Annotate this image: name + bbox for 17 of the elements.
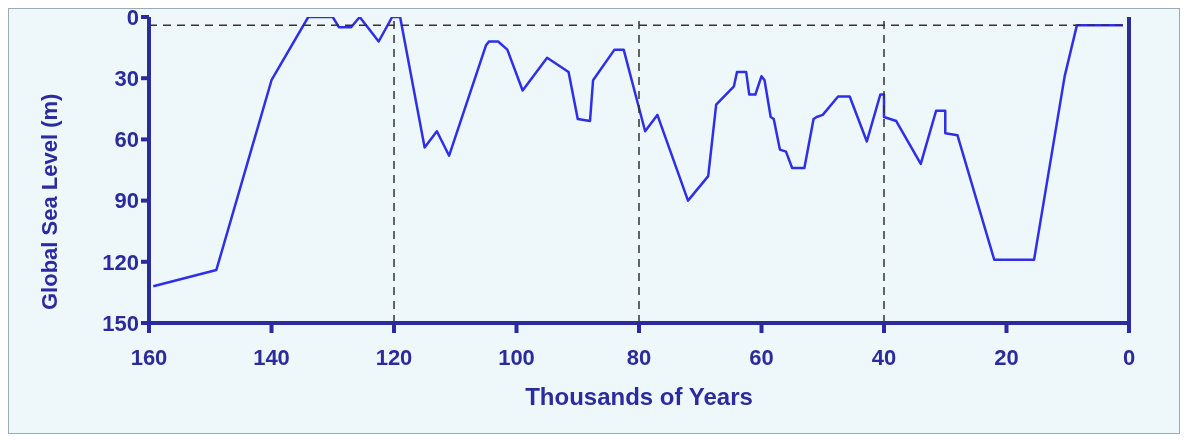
y-tick-label: 150 xyxy=(102,310,139,336)
x-tick-label: 100 xyxy=(498,344,535,370)
x-tick-label: 160 xyxy=(130,344,168,370)
x-tick-label: 120 xyxy=(375,344,413,370)
x-tick-label: 20 xyxy=(994,344,1019,370)
y-tick-label: 120 xyxy=(102,249,139,275)
x-tick-label: 140 xyxy=(253,344,290,370)
x-tick-label: 40 xyxy=(871,344,897,370)
x-tick-label: 80 xyxy=(626,344,652,370)
y-tick-label: 0 xyxy=(126,4,139,30)
y-tick-label: 90 xyxy=(114,188,139,214)
y-axis-title: Global Sea Level (m) xyxy=(36,93,62,310)
y-tick-label: 60 xyxy=(114,127,139,153)
x-tick-label: 60 xyxy=(749,344,774,370)
y-tick-label: 30 xyxy=(114,66,139,92)
x-tick-label: 0 xyxy=(1122,344,1136,370)
x-axis-title: Thousands of Years xyxy=(525,383,753,410)
